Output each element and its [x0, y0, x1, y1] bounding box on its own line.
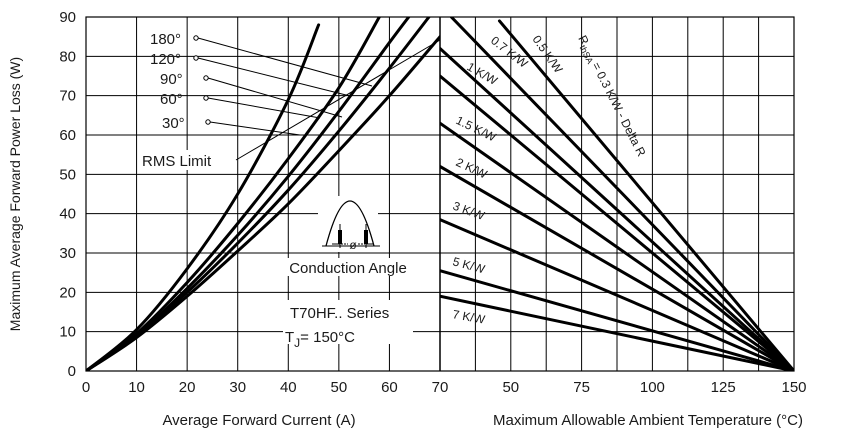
rms-limit-bg: [140, 150, 236, 170]
angle-label-120deg: 120°: [150, 51, 181, 68]
series-title-bg: [283, 300, 413, 344]
angle-leader-line: [209, 121, 301, 136]
angle-leader-line: [207, 77, 343, 118]
thermal-line-07KW: [440, 46, 794, 371]
thermal-line-7KW: [440, 294, 794, 371]
thermal-line-3KW: [440, 218, 794, 371]
curve-30deg: [86, 35, 440, 371]
y-axis-label: Maximum Average Forward Power Loss (W): [7, 57, 23, 331]
x-tick-label-left: 40: [280, 379, 297, 396]
thermal-label-7KW: 7 K/W: [451, 307, 486, 327]
y-tick-label: 60: [59, 127, 76, 144]
phi-label: ø: [349, 238, 357, 252]
y-tick-label: 20: [59, 284, 76, 301]
tj-value: = 150°C: [300, 329, 355, 346]
angle-leader-dot: [205, 119, 211, 125]
angle-leader-dot: [193, 55, 199, 61]
x-tick-label-right: 75: [573, 379, 590, 396]
rthsa-subscript: thSA: [577, 43, 595, 65]
x-tick-label-left: 50: [331, 379, 348, 396]
angle-leader-line: [197, 57, 351, 97]
thermal-line-5KW: [440, 269, 794, 371]
angle-label-180deg: 180°: [150, 31, 181, 48]
x-axis-label-left: Average Forward Current (A): [162, 412, 355, 429]
y-tick-label: 50: [59, 166, 76, 183]
x-axis-label-right: Maximum Allowable Ambient Temperature (°…: [493, 412, 803, 429]
x-tick-label-left: 60: [381, 379, 398, 396]
curve-120deg: [86, 17, 381, 371]
curve-layer: [86, 17, 794, 371]
label-layer: 180°120°90°60°30°0.5 K/W0.7 K/W1 K/W1.5 …: [150, 31, 566, 327]
rms-limit-leader: [235, 39, 441, 161]
angle-leader-line: [207, 97, 321, 119]
series-title: T70HF.. Series: [290, 305, 389, 322]
thermal-line-05KW: [497, 19, 794, 371]
thermal-line-1KW: [440, 74, 794, 371]
x-tick-label-left: 20: [179, 379, 196, 396]
x-tick-label-right: 125: [711, 379, 736, 396]
angle-label-60deg: 60°: [160, 91, 183, 108]
conduction-angle-waveform-icon: [318, 196, 380, 252]
conduction-angle-bg: [266, 258, 424, 276]
grid-layer: [85, 16, 795, 372]
rms-limit-label: RMS Limit: [142, 153, 212, 170]
thermal-line-2KW: [440, 164, 794, 371]
curve-180deg: [86, 23, 321, 371]
x-tick-label-right: 100: [640, 379, 665, 396]
tj-prefix: T: [285, 329, 294, 346]
thermal-label-5KW: 5 K/W: [451, 254, 487, 276]
y-tick-label: 80: [59, 48, 76, 65]
angle-leader-dot: [203, 75, 209, 81]
thermal-line-15KW: [440, 121, 794, 371]
angle-leader-line: [197, 37, 373, 87]
x-tick-label-left: 10: [128, 379, 145, 396]
tj-label: TJ= 150°C: [285, 329, 355, 350]
y-tick-label: 10: [59, 324, 76, 341]
x-tick-label-left: 0: [82, 379, 90, 396]
x-tick-label-left: 30: [229, 379, 246, 396]
y-tick-label: 30: [59, 245, 76, 262]
y-tick-label: 90: [59, 9, 76, 26]
x-tick-label-right: 50: [502, 379, 519, 396]
tick-layer: 0 10 20 30 40 50 60 70 80 90 0 10 20 30 40 50 60 70 50 75 10…: [59, 9, 806, 396]
angle-label-90deg: 90°: [160, 71, 183, 88]
rthsa-label: RthSA= 0.3 K/W - Delta R: [574, 33, 649, 160]
angle-label-30deg: 30°: [162, 115, 185, 132]
tj-subscript: J: [294, 336, 300, 350]
thermal-label-05KW: 0.5 K/W: [530, 33, 566, 77]
y-tick-label: 40: [59, 206, 76, 223]
conduction-angle-label: Conduction Angle: [289, 260, 407, 277]
x-tick-label-right: 150: [781, 379, 806, 396]
rthsa-rest: = 0.3 K/W - Delta R: [589, 60, 649, 159]
thermal-line-03KW: [449, 17, 794, 371]
thermal-label-3KW: 3 K/W: [451, 199, 487, 224]
x-tick-label-left: 70: [432, 379, 449, 396]
y-tick-label: 70: [59, 88, 76, 105]
y-tick-label: 0: [68, 363, 76, 380]
angle-leader-dot: [203, 95, 209, 101]
angle-leader-dot: [193, 35, 199, 41]
